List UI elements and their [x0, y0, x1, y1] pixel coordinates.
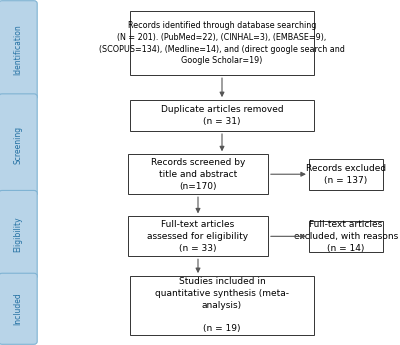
FancyBboxPatch shape — [0, 273, 37, 344]
Text: Records excluded
(n = 137): Records excluded (n = 137) — [306, 164, 386, 185]
FancyBboxPatch shape — [309, 221, 383, 252]
Text: Records screened by
title and abstract
(n=170): Records screened by title and abstract (… — [151, 158, 245, 190]
Text: Full-text articles
assessed for eligibility
(n = 33): Full-text articles assessed for eligibil… — [148, 220, 248, 253]
FancyBboxPatch shape — [130, 100, 314, 131]
Text: Screening: Screening — [14, 126, 22, 164]
FancyBboxPatch shape — [0, 190, 37, 279]
FancyBboxPatch shape — [309, 159, 383, 190]
Text: Eligibility: Eligibility — [14, 217, 22, 253]
Text: Identification: Identification — [14, 24, 22, 76]
Text: Full-text articles
excluded, with reasons
(n = 14): Full-text articles excluded, with reason… — [294, 220, 398, 253]
Text: Records identified through database searching
(N = 201). (PubMed=22), (CINHAL=3): Records identified through database sear… — [99, 21, 345, 65]
FancyBboxPatch shape — [130, 276, 314, 335]
FancyBboxPatch shape — [128, 217, 268, 256]
FancyBboxPatch shape — [0, 1, 37, 99]
Text: Duplicate articles removed
(n = 31): Duplicate articles removed (n = 31) — [161, 105, 283, 126]
Text: Studies included in
quantitative synthesis (meta-
analysis)

(n = 19): Studies included in quantitative synthes… — [155, 277, 289, 333]
FancyBboxPatch shape — [128, 155, 268, 194]
FancyBboxPatch shape — [0, 94, 37, 196]
Text: Included: Included — [14, 293, 22, 325]
FancyBboxPatch shape — [130, 11, 314, 75]
